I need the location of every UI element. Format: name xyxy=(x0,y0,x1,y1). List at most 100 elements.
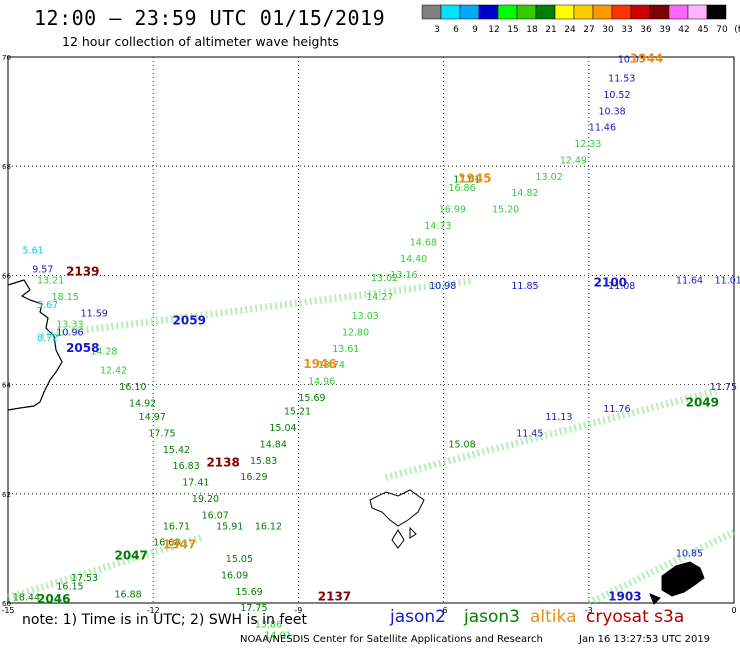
colorbar-swatch xyxy=(630,4,651,20)
colorbar-swatch xyxy=(497,4,518,20)
colorbar-label: 27 xyxy=(583,25,594,35)
swh-value: 13.16 xyxy=(390,270,417,281)
pass-time-label: 2046 xyxy=(37,592,70,606)
swh-value: 16.86 xyxy=(448,183,475,194)
swh-value: 10.96 xyxy=(56,327,83,338)
swh-value: 5.67 xyxy=(37,300,58,311)
swh-value: 15.05 xyxy=(226,554,253,565)
pass-time-label: 2137 xyxy=(318,589,351,603)
pass-time-labels: 1944 1945 1946 1947 2100 2059 2058 1903 2049 2047… xyxy=(37,51,719,606)
lat-lon-grid xyxy=(7,56,735,604)
swh-value: 16.07 xyxy=(202,510,229,521)
colorbar-swatch xyxy=(611,4,632,20)
map-frame xyxy=(7,56,735,604)
pass-time-label: 2139 xyxy=(66,264,99,278)
altimeter-tracks xyxy=(6,277,736,607)
colorbar-swatch xyxy=(440,4,461,20)
colorbar-label: 12 xyxy=(488,25,499,35)
y-tick-label: 66 xyxy=(2,272,11,280)
y-tick-label: 64 xyxy=(2,382,11,390)
swh-value: 10.38 xyxy=(598,106,625,117)
swh-value: 11.45 xyxy=(516,428,543,439)
axis-tick-labels: -15 -12 -9 -6 -3 0 70 68 66 64 62 60 xyxy=(1,54,736,615)
swh-value: 10.85 xyxy=(676,549,703,560)
colorbar-label: 42 xyxy=(678,25,689,35)
colorbar-label: 30 xyxy=(602,25,614,35)
colorbar-label: 9 xyxy=(472,25,478,35)
legend-jason2: jason2 xyxy=(390,607,446,627)
swh-value: 16.29 xyxy=(240,472,267,483)
swh-value: 15.69 xyxy=(235,587,262,598)
track-segment xyxy=(587,528,736,607)
swh-value: 15.21 xyxy=(284,407,311,418)
colorbar-swatch xyxy=(592,4,613,20)
swh-value: 14.01 xyxy=(265,630,292,641)
swh-value: 14.92 xyxy=(129,398,156,409)
swh-value: 14.40 xyxy=(400,254,427,265)
swh-value: 11.76 xyxy=(603,404,630,415)
colorbar-swatch xyxy=(516,4,537,20)
swh-value: 12.42 xyxy=(100,366,127,377)
swh-value: 15.20 xyxy=(492,205,519,216)
swh-value: 15.42 xyxy=(163,445,190,456)
swh-value: 15.83 xyxy=(250,456,277,467)
x-tick-label: -3 xyxy=(585,606,593,615)
track-segment xyxy=(41,277,474,339)
colorbar-swatch xyxy=(554,4,575,20)
swh-value: 11.85 xyxy=(511,281,538,292)
swh-value: 10.03 xyxy=(618,54,645,65)
swh-value: 16.10 xyxy=(119,382,146,393)
swh-value: 14.84 xyxy=(260,439,287,450)
colorbar-swatch xyxy=(649,4,670,20)
page-subtitle: 12 hour collection of altimeter wave hei… xyxy=(62,34,339,49)
legend-jason3: jason3 xyxy=(464,607,520,627)
swh-value: 11.46 xyxy=(589,123,616,134)
colorbar-swatch xyxy=(668,4,689,20)
swh-value: 16.99 xyxy=(439,205,466,216)
swh-value: 11.13 xyxy=(545,412,572,423)
coastline-faroe xyxy=(369,489,425,549)
swh-value: 12.80 xyxy=(342,327,369,338)
swh-value: 16.12 xyxy=(255,521,282,532)
x-tick-label: -6 xyxy=(440,606,448,615)
swh-value: 15.69 xyxy=(298,393,325,404)
x-tick-label: -15 xyxy=(1,606,14,615)
swh-readings: 10.03 11.53 10.52 10.38 11.46 12.33 12.49 13.02… xyxy=(13,54,740,641)
colorbar-label: 18 xyxy=(526,25,538,35)
colorbar-label: 21 xyxy=(545,25,556,35)
pass-time-label: 2138 xyxy=(206,456,239,470)
legend-altika: altika xyxy=(530,607,577,627)
x-tick-label: -12 xyxy=(147,606,160,615)
colorbar-label: 36 xyxy=(640,25,652,35)
colorbar-label: 15 xyxy=(507,25,518,35)
swh-value: 11.59 xyxy=(81,308,108,319)
pass-time-label: 2058 xyxy=(66,341,99,355)
swh-value: 11.75 xyxy=(710,382,737,393)
swh-value: 17.01 xyxy=(453,175,480,186)
colorbar-swatch xyxy=(478,4,499,20)
swh-value: 18.15 xyxy=(52,292,79,303)
coastline xyxy=(7,279,705,605)
colorbar-label: 70 xyxy=(716,25,728,35)
colorbar-label: 39 xyxy=(659,25,671,35)
swh-value: 19.20 xyxy=(192,494,219,505)
swh-value: 14.73 xyxy=(424,221,451,232)
swh-value: 14.82 xyxy=(511,188,538,199)
timestamp-text: Jan 16 13:27:53 UTC 2019 xyxy=(579,634,711,645)
swh-value: 13.02 xyxy=(371,273,398,284)
x-tick-label: 0 xyxy=(731,606,736,615)
colorbar-label: 3 xyxy=(434,25,440,35)
swh-value: 16.83 xyxy=(173,461,200,472)
swh-value: 10.52 xyxy=(603,90,630,101)
swh-value: 14.97 xyxy=(139,412,166,423)
colorbar-label: 24 xyxy=(564,25,576,35)
swh-value: 12.33 xyxy=(574,139,601,150)
swh-value: 17.41 xyxy=(182,478,209,489)
swh-value: 15.91 xyxy=(216,521,243,532)
y-tick-label: 60 xyxy=(2,600,11,608)
pass-time-label: 2047 xyxy=(114,548,147,562)
credit-text: NOAA/NESDIS Center for Satellite Applica… xyxy=(240,634,543,645)
colorbar-swatch xyxy=(573,4,594,20)
